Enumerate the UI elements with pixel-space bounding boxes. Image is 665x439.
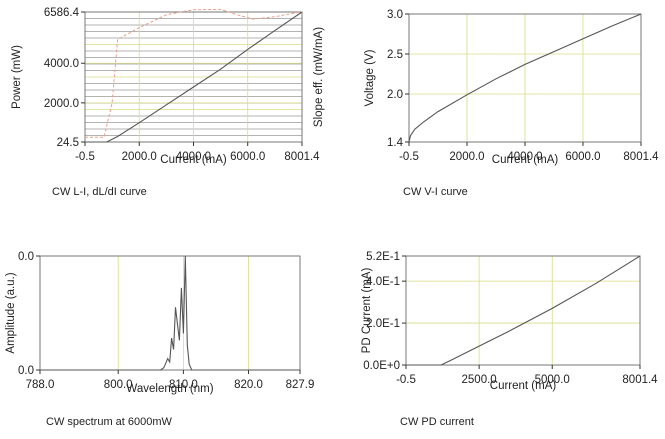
x-tick-label: 788.0 <box>26 379 55 391</box>
x-tick-label: 8001.4 <box>622 374 658 386</box>
x-tick-label: 4000.0 <box>176 151 211 163</box>
y-tick-label: 24.5 <box>57 137 79 149</box>
series-line <box>40 255 300 371</box>
x-axis-label: Wavelength (nm) <box>126 383 213 395</box>
x-tick-label: -0.5 <box>396 374 416 386</box>
x-tick-label: 810.0 <box>169 379 198 391</box>
caption-li: CW L-I, dL/dI curve <box>52 186 147 198</box>
x-axis-label: Current (mA) <box>492 154 559 166</box>
x-tick-label: 2000.0 <box>122 151 157 163</box>
y-axis-label: Voltage (V) <box>364 49 376 106</box>
y2-axis-label: Slope eff. (mW/mA) <box>313 27 325 127</box>
y-tick-label: 6586.4 <box>44 7 80 19</box>
x-tick-label: 827.9 <box>286 379 315 391</box>
y-axis-label: PD Current (mA) <box>361 268 373 354</box>
y-tick-label: 3.0 <box>387 9 403 21</box>
x-tick-label: 5000.0 <box>535 374 570 386</box>
plot-frame <box>39 255 301 371</box>
x-tick-label: 6000.0 <box>230 151 265 163</box>
y-tick-label: 0.0 <box>18 365 34 377</box>
y-tick-label: 4.0E-1 <box>366 276 400 288</box>
series-line <box>406 255 641 366</box>
x-axis-label: Current (mA) <box>160 154 227 166</box>
y-tick-label: 4000.0 <box>44 58 79 70</box>
y-tick-label: 0.0 <box>18 251 34 263</box>
y-axis-label: Amplitude (a.u.) <box>5 272 17 353</box>
x-tick-label: 8001.4 <box>284 151 320 163</box>
y-tick-label: 5.2E-1 <box>366 251 400 263</box>
series-line <box>85 11 303 143</box>
caption-pd: CW PD current <box>400 416 474 428</box>
y-tick-label: 1.4 <box>387 137 404 149</box>
x-tick-label: 800.0 <box>104 379 133 391</box>
y-tick-label: 0.0E+0 <box>363 360 400 372</box>
y-tick-label: 2000.0 <box>44 98 79 110</box>
caption-vi: CW V-I curve <box>403 186 468 198</box>
series-line <box>408 13 642 143</box>
x-tick-label: -0.5 <box>399 151 419 163</box>
x-tick-label: 820.0 <box>234 379 263 391</box>
caption-spectrum: CW spectrum at 6000mW <box>46 416 172 428</box>
x-tick-label: 2000.0 <box>449 151 484 163</box>
plot-frame <box>405 255 641 366</box>
x-tick-label: 6000.0 <box>565 151 600 163</box>
x-tick-label: 2500.0 <box>462 374 497 386</box>
chart-li: -0.5 2000.0 4000.0 6000.0 8001.4 24.5 2000.0 40… <box>11 7 325 166</box>
x-tick-label: -0.5 <box>75 151 95 163</box>
chart-pd: -0.5 2500.0 5000.0 8001.4 0.0E+0 2.0E-1 4.0E-1… <box>361 251 658 392</box>
chart-vi: -0.5 2000.0 4000.0 6000.0 8001.4 1.4 2.0 2.5 3.0… <box>364 9 659 166</box>
series-line-slope <box>85 8 303 138</box>
y-tick-label: 2.0E-1 <box>366 318 400 330</box>
x-axis-label: Current (mA) <box>490 380 557 392</box>
x-tick-label: 4000.0 <box>507 151 542 163</box>
y-tick-label: 2.0 <box>387 89 403 101</box>
x-tick-label: 8001.4 <box>623 151 659 163</box>
chart-spectrum: 788.0 800.0 810.0 820.0 827.9 0.0 0.0 Wavelengt… <box>5 251 314 395</box>
y-tick-label: 2.5 <box>387 49 403 61</box>
y-axis-label: Power (mW) <box>11 45 23 109</box>
